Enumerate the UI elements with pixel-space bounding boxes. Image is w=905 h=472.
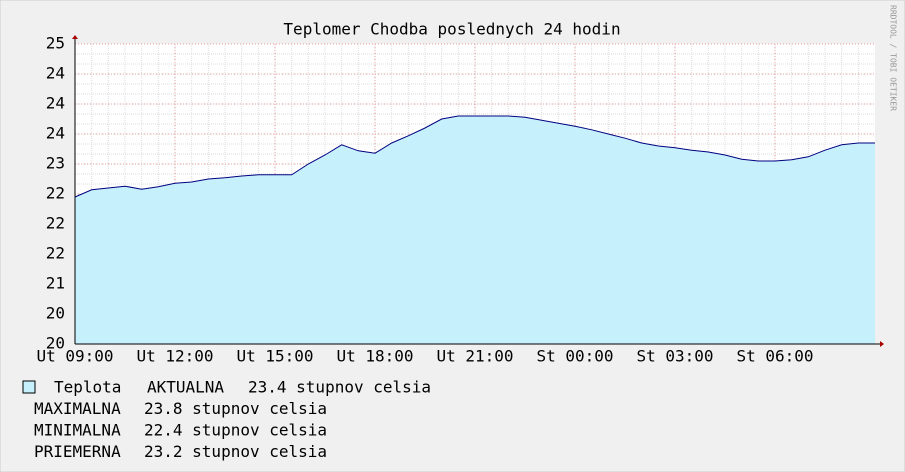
y-tick-label: 20 (46, 334, 65, 353)
x-tick-label: St 06:00 (736, 347, 813, 366)
watermark: RRDTOOL / TOBI OETIKER (889, 5, 898, 111)
x-tick-label: St 03:00 (636, 347, 713, 366)
legend-label: Teplota (54, 378, 121, 397)
legend-stat-value: 22.4 stupnov celsia (144, 421, 327, 440)
y-tick-label: 20 (46, 304, 65, 323)
x-tick-label: Ut 12:00 (136, 347, 213, 366)
legend-stat-value: 23.4 stupnov celsia (248, 378, 431, 397)
y-tick-label: 22 (46, 184, 65, 203)
x-tick-label: Ut 18:00 (336, 347, 413, 366)
line (74, 115, 875, 198)
legend-stat-value: 23.2 stupnov celsia (144, 442, 327, 461)
legend-stat-label: AKTUALNA (147, 378, 224, 397)
x-tick-label: Ut 09:00 (36, 347, 113, 366)
x-tick-label: Ut 15:00 (236, 347, 313, 366)
y-tick-label: 21 (46, 274, 65, 293)
x-tick-label: St 00:00 (536, 347, 613, 366)
area (75, 116, 875, 344)
legend-stat-label: PRIEMERNA (34, 442, 121, 461)
y-tick-label: 24 (46, 124, 65, 143)
y-tick-label: 24 (46, 94, 65, 113)
legend-stat-label: MINIMALNA (34, 421, 121, 440)
y-tick-label: 22 (46, 244, 65, 263)
legend-swatch (22, 380, 36, 394)
legend-stat-label: MAXIMALNA (34, 399, 121, 418)
x-tick-label: Ut 21:00 (436, 347, 513, 366)
legend-stat-value: 23.8 stupnov celsia (144, 399, 327, 418)
y-tick-label: 22 (46, 214, 65, 233)
chart-title: Teplomer Chodba poslednych 24 hodin (283, 20, 620, 39)
axis-arrow (72, 35, 78, 39)
y-tick-label: 25 (46, 34, 65, 53)
y-tick-label: 24 (46, 64, 65, 83)
y-tick-label: 23 (46, 154, 65, 173)
axis-arrow (880, 341, 884, 347)
